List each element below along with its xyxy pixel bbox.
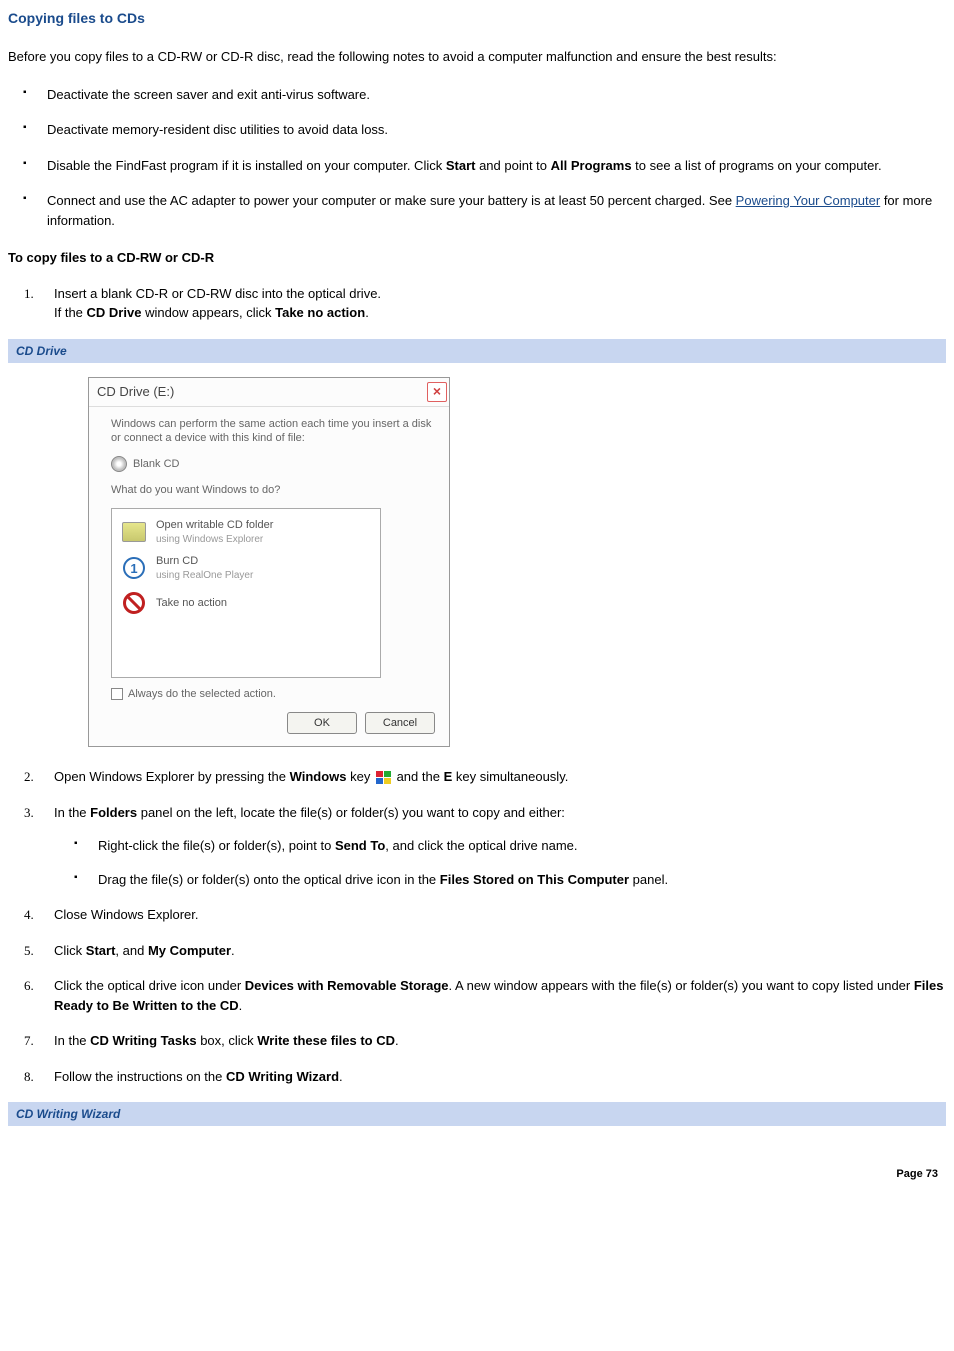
intro-text: Before you copy files to a CD-RW or CD-R… — [8, 47, 946, 67]
text-fragment: key — [347, 769, 374, 784]
option-label: Take no action — [156, 597, 227, 609]
precaution-item: Connect and use the AC adapter to power … — [23, 191, 946, 230]
text-fragment: Click the optical drive icon under — [54, 978, 245, 993]
checkbox-icon[interactable] — [111, 688, 123, 700]
step-item: In the CD Writing Tasks box, click Write… — [36, 1031, 946, 1051]
folders-label: Folders — [90, 805, 137, 820]
text-fragment: panel. — [629, 872, 668, 887]
page-footer: Page 73 — [8, 1166, 946, 1183]
steps-list: Insert a blank CD-R or CD-RW disc into t… — [8, 284, 946, 323]
option-sublabel: using RealOne Player — [156, 570, 253, 581]
substep-item: Drag the file(s) or folder(s) onto the o… — [74, 870, 946, 890]
text-fragment: In the — [54, 805, 90, 820]
text-fragment: key simultaneously. — [452, 769, 568, 784]
writethese-label: Write these files to CD — [257, 1033, 395, 1048]
substep-item: Right-click the file(s) or folder(s), po… — [74, 836, 946, 856]
precaution-item: Deactivate memory-resident disc utilitie… — [23, 120, 946, 140]
text-fragment: and point to — [475, 158, 550, 173]
text-fragment: Insert a blank CD-R or CD-RW disc into t… — [54, 286, 381, 301]
cdwritingtasks-label: CD Writing Tasks — [90, 1033, 196, 1048]
step-item: Open Windows Explorer by pressing the Wi… — [36, 767, 946, 787]
disc-type-row: Blank CD — [111, 456, 435, 473]
text-fragment: Disable the FindFast program if it is in… — [47, 158, 446, 173]
sendto-label: Send To — [335, 838, 385, 853]
powering-computer-link[interactable]: Powering Your Computer — [736, 193, 881, 208]
subhead: To copy files to a CD-RW or CD-R — [8, 248, 946, 268]
step-item: Follow the instructions on the CD Writin… — [36, 1067, 946, 1087]
action-burn-cd[interactable]: 1 Burn CD using RealOne Player — [118, 551, 374, 586]
text-fragment: Open Windows Explorer by pressing the — [54, 769, 290, 784]
dialog-container: CD Drive (E:) × Windows can perform the … — [88, 377, 946, 748]
disc-icon — [111, 456, 127, 472]
cancel-button[interactable]: Cancel — [365, 712, 435, 734]
step-item: Click Start, and My Computer. — [36, 941, 946, 961]
text-fragment: Connect and use the AC adapter to power … — [47, 193, 736, 208]
text-fragment: . — [339, 1069, 343, 1084]
precaution-item: Deactivate the screen saver and exit ant… — [23, 85, 946, 105]
text-fragment: . — [239, 998, 243, 1013]
precaution-item: Disable the FindFast program if it is in… — [23, 156, 946, 176]
precaution-list: Deactivate the screen saver and exit ant… — [8, 85, 946, 231]
realone-icon: 1 — [123, 557, 145, 579]
text-fragment: Click — [54, 943, 86, 958]
action-take-no-action[interactable]: Take no action — [118, 588, 374, 618]
start-label: Start — [86, 943, 116, 958]
option-label: Burn CD — [156, 555, 198, 567]
dialog-prompt: What do you want Windows to do? — [111, 483, 435, 498]
steps-list-cont: Open Windows Explorer by pressing the Wi… — [8, 767, 946, 1086]
text-fragment: . — [395, 1033, 399, 1048]
text-fragment: . A new window appears with the file(s) … — [449, 978, 914, 993]
text-fragment: box, click — [197, 1033, 258, 1048]
text-fragment: window appears, click — [141, 305, 275, 320]
ok-button[interactable]: OK — [287, 712, 357, 734]
always-do-row[interactable]: Always do the selected action. — [111, 686, 435, 703]
text-fragment: If the — [54, 305, 87, 320]
action-open-folder[interactable]: Open writable CD folder using Windows Exp… — [118, 515, 374, 550]
allprograms-label: All Programs — [551, 158, 632, 173]
section-bar-cdwizard: CD Writing Wizard — [8, 1102, 946, 1126]
checkbox-label: Always do the selected action. — [128, 686, 276, 703]
text-fragment: and the — [393, 769, 444, 784]
text-fragment: In the — [54, 1033, 90, 1048]
cd-drive-dialog: CD Drive (E:) × Windows can perform the … — [88, 377, 450, 748]
page-title: Copying files to CDs — [8, 8, 946, 29]
dialog-body-text: Windows can perform the same action each… — [111, 417, 435, 447]
devices-label: Devices with Removable Storage — [245, 978, 449, 993]
step-item: In the Folders panel on the left, locate… — [36, 803, 946, 890]
text-fragment: , and click the optical drive — [385, 838, 537, 853]
close-icon[interactable]: × — [427, 382, 447, 402]
text-fragment: panel on the left, locate the file(s) or… — [137, 805, 565, 820]
text-fragment: to see a list of programs on your comput… — [632, 158, 882, 173]
text-fragment: . — [365, 305, 369, 320]
takenoaction-label: Take no action — [275, 305, 365, 320]
filesstored-label: Files Stored on This Computer — [440, 872, 629, 887]
step-item: Click the optical drive icon under Devic… — [36, 976, 946, 1015]
disc-label: Blank CD — [133, 456, 179, 473]
dialog-title-text: CD Drive (E:) — [97, 382, 174, 402]
cdwizard-label: CD Writing Wizard — [226, 1069, 339, 1084]
text-fragment: Right-click the file(s) or folder(s), po… — [98, 838, 335, 853]
windows-key-label: Windows — [290, 769, 347, 784]
no-action-icon — [123, 592, 145, 614]
dialog-titlebar: CD Drive (E:) × — [89, 378, 449, 407]
step-item: Insert a blank CD-R or CD-RW disc into t… — [36, 284, 946, 323]
text-fragment: name. — [538, 838, 578, 853]
text-fragment: Drag the file(s) or folder(s) onto the o… — [98, 872, 440, 887]
option-label: Open writable CD folder — [156, 519, 273, 531]
text-fragment: , and — [115, 943, 148, 958]
section-bar-cddrive: CD Drive — [8, 339, 946, 363]
mycomputer-label: My Computer — [148, 943, 231, 958]
text-fragment: Follow the instructions on the — [54, 1069, 226, 1084]
e-key-label: E — [444, 769, 453, 784]
cddrive-label: CD Drive — [87, 305, 142, 320]
folder-icon — [122, 522, 146, 542]
text-fragment: . — [231, 943, 235, 958]
windows-key-icon — [375, 770, 392, 785]
option-sublabel: using Windows Explorer — [156, 534, 263, 545]
action-listbox[interactable]: Open writable CD folder using Windows Exp… — [111, 508, 381, 678]
start-label: Start — [446, 158, 476, 173]
step-item: Close Windows Explorer. — [36, 905, 946, 925]
